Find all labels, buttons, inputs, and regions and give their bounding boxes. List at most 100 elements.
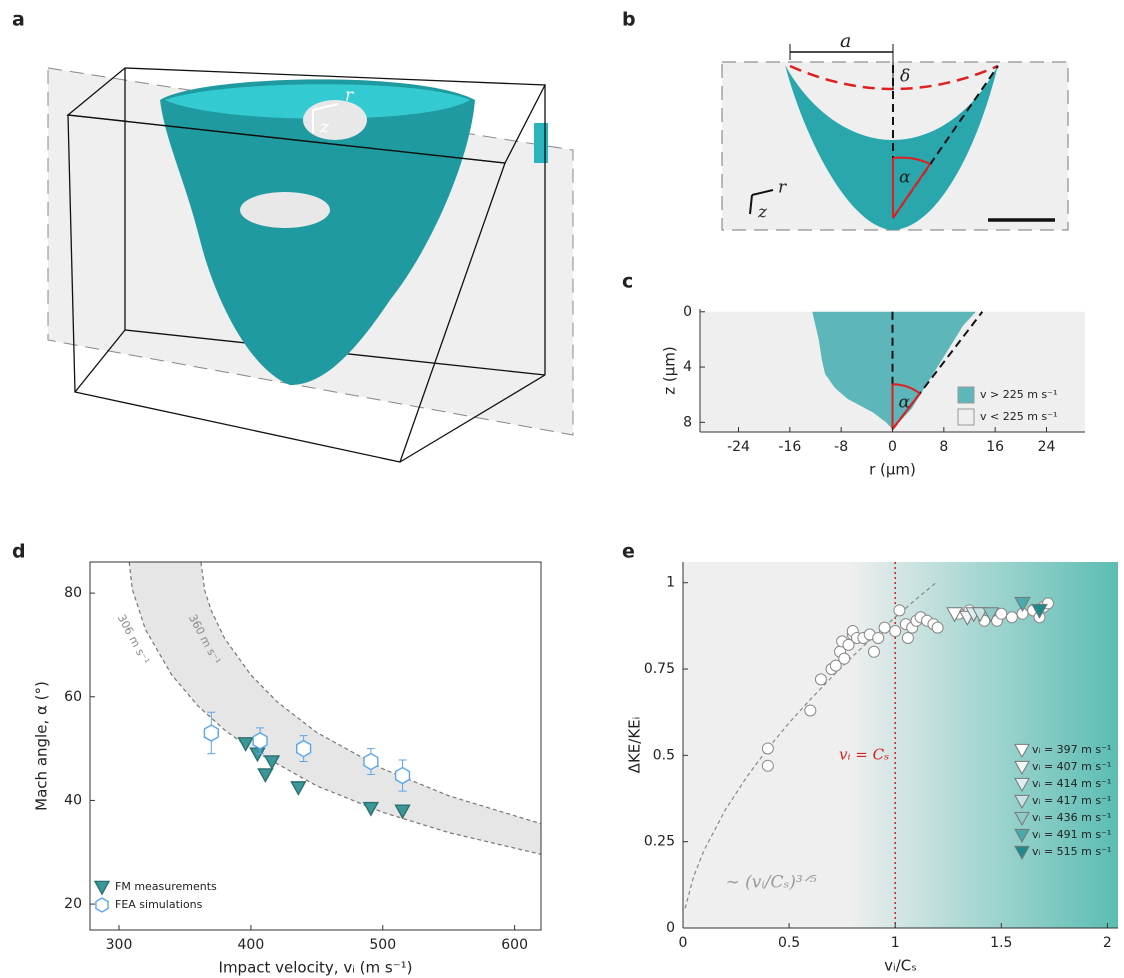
x-tick-label: -8 bbox=[834, 439, 848, 455]
point bbox=[263, 755, 281, 770]
panel-label: b bbox=[622, 9, 636, 31]
angle-wedge bbox=[891, 383, 921, 430]
point bbox=[257, 768, 274, 783]
x-tick-label: 1.5 bbox=[990, 935, 1012, 951]
y-tick-label: 0.5 bbox=[653, 747, 675, 763]
cone bbox=[160, 79, 475, 385]
panel-b-image: a δ α r z bbox=[721, 30, 1069, 231]
point bbox=[237, 737, 254, 752]
point bbox=[362, 801, 380, 817]
panel-label: d bbox=[12, 541, 26, 563]
point bbox=[931, 621, 944, 634]
rim bbox=[165, 84, 470, 119]
point bbox=[867, 645, 880, 658]
box-front bbox=[66, 67, 547, 463]
y-tick-label: 60 bbox=[64, 689, 82, 705]
reference-label: vᵢ = Cₛ bbox=[839, 745, 889, 763]
mach-curve bbox=[128, 562, 541, 855]
legend-marker bbox=[1014, 828, 1030, 844]
point bbox=[889, 625, 902, 638]
label: r bbox=[778, 178, 787, 198]
mach-curve bbox=[200, 562, 541, 825]
point bbox=[982, 607, 1000, 623]
legend-label: vᵢ = 515 m s⁻¹ bbox=[1032, 845, 1111, 858]
y-tick-label: 0 bbox=[666, 920, 675, 936]
point bbox=[872, 631, 885, 644]
label: z bbox=[757, 203, 768, 223]
point bbox=[394, 804, 411, 820]
legend-swatch bbox=[957, 408, 975, 426]
label: α bbox=[899, 168, 911, 188]
guide-line bbox=[891, 311, 984, 430]
point bbox=[1005, 611, 1018, 624]
x-axis-label: Impact velocity, vᵢ (m s⁻¹) bbox=[219, 959, 413, 977]
y-axis-label: ΔKE/KEᵢ bbox=[626, 717, 644, 774]
y-tick-label: 1 bbox=[666, 575, 675, 591]
y-tick-label: 80 bbox=[64, 585, 82, 601]
point bbox=[842, 638, 855, 651]
x-tick-label: 500 bbox=[369, 937, 396, 953]
fragment bbox=[534, 123, 548, 163]
legend-label: v < 225 m s⁻¹ bbox=[980, 410, 1057, 423]
panel-a-image: r z bbox=[47, 67, 574, 463]
legend-label: vᵢ = 407 m s⁻¹ bbox=[1032, 760, 1111, 773]
point bbox=[814, 673, 827, 686]
y-tick-label: 40 bbox=[64, 792, 82, 808]
legend-swatch bbox=[957, 386, 975, 404]
y-tick-label: 0.25 bbox=[644, 834, 675, 850]
point bbox=[761, 759, 774, 772]
x-axis-label: vᵢ/Cₛ bbox=[884, 957, 917, 975]
panel-label: c bbox=[622, 271, 633, 293]
axes-arrows bbox=[312, 103, 339, 133]
crater bbox=[785, 65, 998, 230]
axis-label: z bbox=[319, 118, 330, 138]
legend-marker bbox=[1014, 743, 1030, 759]
x-tick-label: 400 bbox=[238, 937, 265, 953]
point bbox=[203, 724, 219, 742]
legend-marker bbox=[93, 880, 111, 896]
point bbox=[761, 742, 774, 755]
x-tick-label: 2 bbox=[1103, 935, 1112, 951]
x-tick-label: -24 bbox=[727, 439, 750, 455]
legend-label: FM measurements bbox=[115, 880, 217, 893]
point bbox=[946, 607, 963, 623]
label: a bbox=[840, 30, 851, 52]
panel-label: a bbox=[12, 9, 25, 31]
red-arc bbox=[789, 64, 999, 91]
legend-marker bbox=[95, 897, 109, 913]
plot-area bbox=[128, 562, 541, 855]
legend-label: vᵢ = 414 m s⁻¹ bbox=[1032, 777, 1111, 790]
point bbox=[971, 607, 989, 623]
y-axis-label: z (μm) bbox=[661, 346, 679, 395]
point bbox=[804, 704, 817, 717]
point bbox=[252, 732, 268, 750]
legend-label: vᵢ = 436 m s⁻¹ bbox=[1032, 811, 1111, 824]
legend-label: v > 225 m s⁻¹ bbox=[980, 388, 1057, 401]
point bbox=[296, 739, 312, 758]
point bbox=[901, 631, 914, 644]
y-tick-label: 20 bbox=[64, 896, 82, 912]
y-tick-label: 8 bbox=[683, 414, 692, 430]
point bbox=[290, 781, 307, 796]
point bbox=[363, 752, 379, 771]
point bbox=[249, 747, 266, 763]
point bbox=[1014, 596, 1031, 612]
annotation: α bbox=[899, 393, 911, 413]
panel-label: e bbox=[622, 541, 635, 563]
axis-arrow bbox=[751, 189, 774, 196]
axis-arrow bbox=[749, 194, 753, 215]
x-tick-label: -16 bbox=[778, 439, 801, 455]
area bbox=[812, 311, 976, 430]
band bbox=[129, 562, 541, 855]
legend-label: FEA simulations bbox=[115, 898, 203, 911]
hole bbox=[303, 100, 367, 140]
angle-wedge bbox=[892, 156, 931, 219]
y-tick-label: 0.75 bbox=[644, 661, 675, 677]
point bbox=[893, 604, 906, 617]
point bbox=[829, 659, 842, 672]
axis-label: r bbox=[345, 86, 354, 106]
power-law bbox=[684, 580, 939, 909]
point bbox=[1031, 603, 1048, 619]
x-tick-label: 0.5 bbox=[778, 935, 800, 951]
